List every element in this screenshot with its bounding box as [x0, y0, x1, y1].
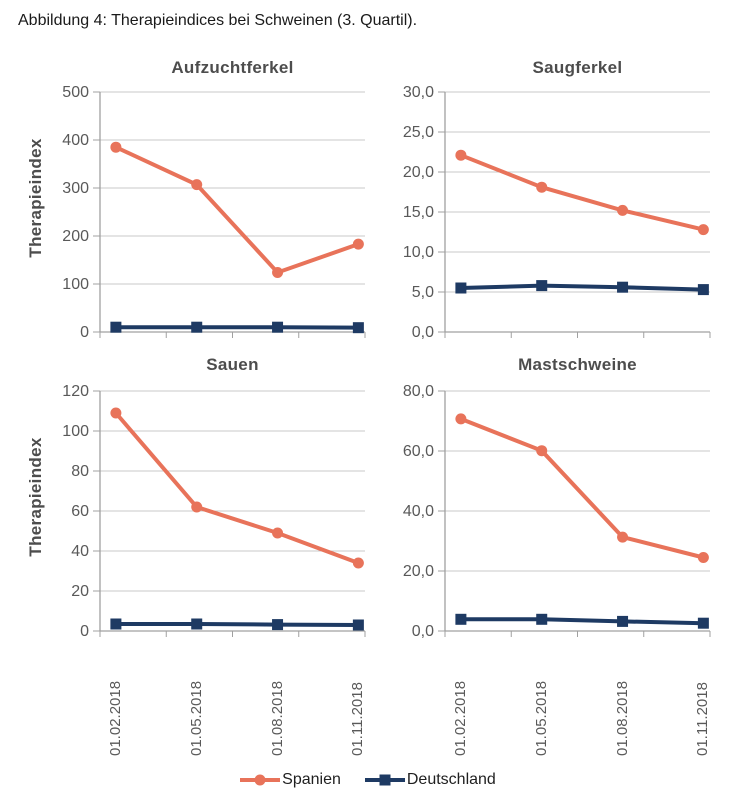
- y-axis-label-top: Therapieindex: [26, 138, 45, 258]
- legend-label-spanien: Spanien: [282, 771, 341, 788]
- svg-text:40: 40: [71, 543, 89, 560]
- x-axis-tick-label: 01.08.2018: [613, 680, 631, 756]
- svg-text:100: 100: [62, 423, 89, 440]
- x-axis-tick-label: 01.02.2018: [451, 680, 469, 756]
- svg-text:0,0: 0,0: [412, 623, 434, 640]
- svg-text:60,0: 60,0: [403, 443, 434, 460]
- svg-text:0,0: 0,0: [412, 324, 434, 341]
- svg-text:0: 0: [80, 324, 89, 341]
- svg-text:25,0: 25,0: [403, 124, 434, 141]
- spanien-line-marker-icon: [240, 774, 281, 786]
- chart-sauen: 0 20 40 60 80 100 120: [62, 383, 366, 640]
- svg-text:500: 500: [62, 84, 89, 101]
- chart-mastschweine: 0,0 20,0 40,0 60,0 80,0: [403, 383, 711, 640]
- chart-title-saugferkel: Saugferkel: [532, 58, 623, 77]
- svg-text:20,0: 20,0: [403, 563, 434, 580]
- svg-text:80: 80: [71, 463, 89, 480]
- svg-text:80,0: 80,0: [403, 383, 434, 400]
- y-axis-label-bottom: Therapieindex: [26, 437, 45, 557]
- svg-text:100: 100: [62, 276, 89, 293]
- svg-text:30,0: 30,0: [403, 84, 434, 101]
- chart-title-aufzuchtferkel: Aufzuchtferkel: [171, 58, 294, 77]
- svg-text:15,0: 15,0: [403, 204, 434, 221]
- x-axis-tick-label: 01.11.2018: [694, 682, 712, 756]
- svg-text:20,0: 20,0: [403, 164, 434, 181]
- svg-text:60: 60: [71, 503, 89, 520]
- svg-text:20: 20: [71, 583, 89, 600]
- chart-title-sauen: Sauen: [206, 355, 259, 374]
- svg-text:5,0: 5,0: [412, 284, 434, 301]
- x-axis-tick-label: 01.05.2018: [532, 680, 550, 756]
- legend-label-deutschland: Deutschland: [406, 771, 496, 788]
- deutschland-line-marker-icon: [364, 774, 405, 786]
- svg-text:0: 0: [80, 623, 89, 640]
- svg-text:120: 120: [62, 383, 89, 400]
- x-axis-tick-label: 01.05.2018: [187, 680, 205, 756]
- figure-caption: Abbildung 4: Therapieindices bei Schwein…: [18, 12, 418, 29]
- x-axis-tick-label: 01.08.2018: [268, 680, 286, 756]
- svg-text:10,0: 10,0: [403, 244, 434, 261]
- chart-saugferkel: 0,0 5,0 10,0 15,0 20,0 25,0 30,0: [403, 84, 711, 341]
- chart-title-mastschweine: Mastschweine: [518, 355, 637, 374]
- x-axis-tick-label: 01.11.2018: [349, 682, 367, 756]
- chart-aufzuchtferkel: 0 100 200 300 400 500: [62, 84, 366, 341]
- svg-text:400: 400: [62, 132, 89, 149]
- x-axis-tick-label: 01.02.2018: [106, 680, 124, 756]
- legend-item-deutschland: Deutschland: [364, 771, 496, 789]
- legend-item-spanien: Spanien: [240, 771, 341, 789]
- svg-text:200: 200: [62, 228, 89, 245]
- svg-text:40,0: 40,0: [403, 503, 434, 520]
- legend: Spanien Deutschland: [0, 771, 736, 789]
- svg-text:300: 300: [62, 180, 89, 197]
